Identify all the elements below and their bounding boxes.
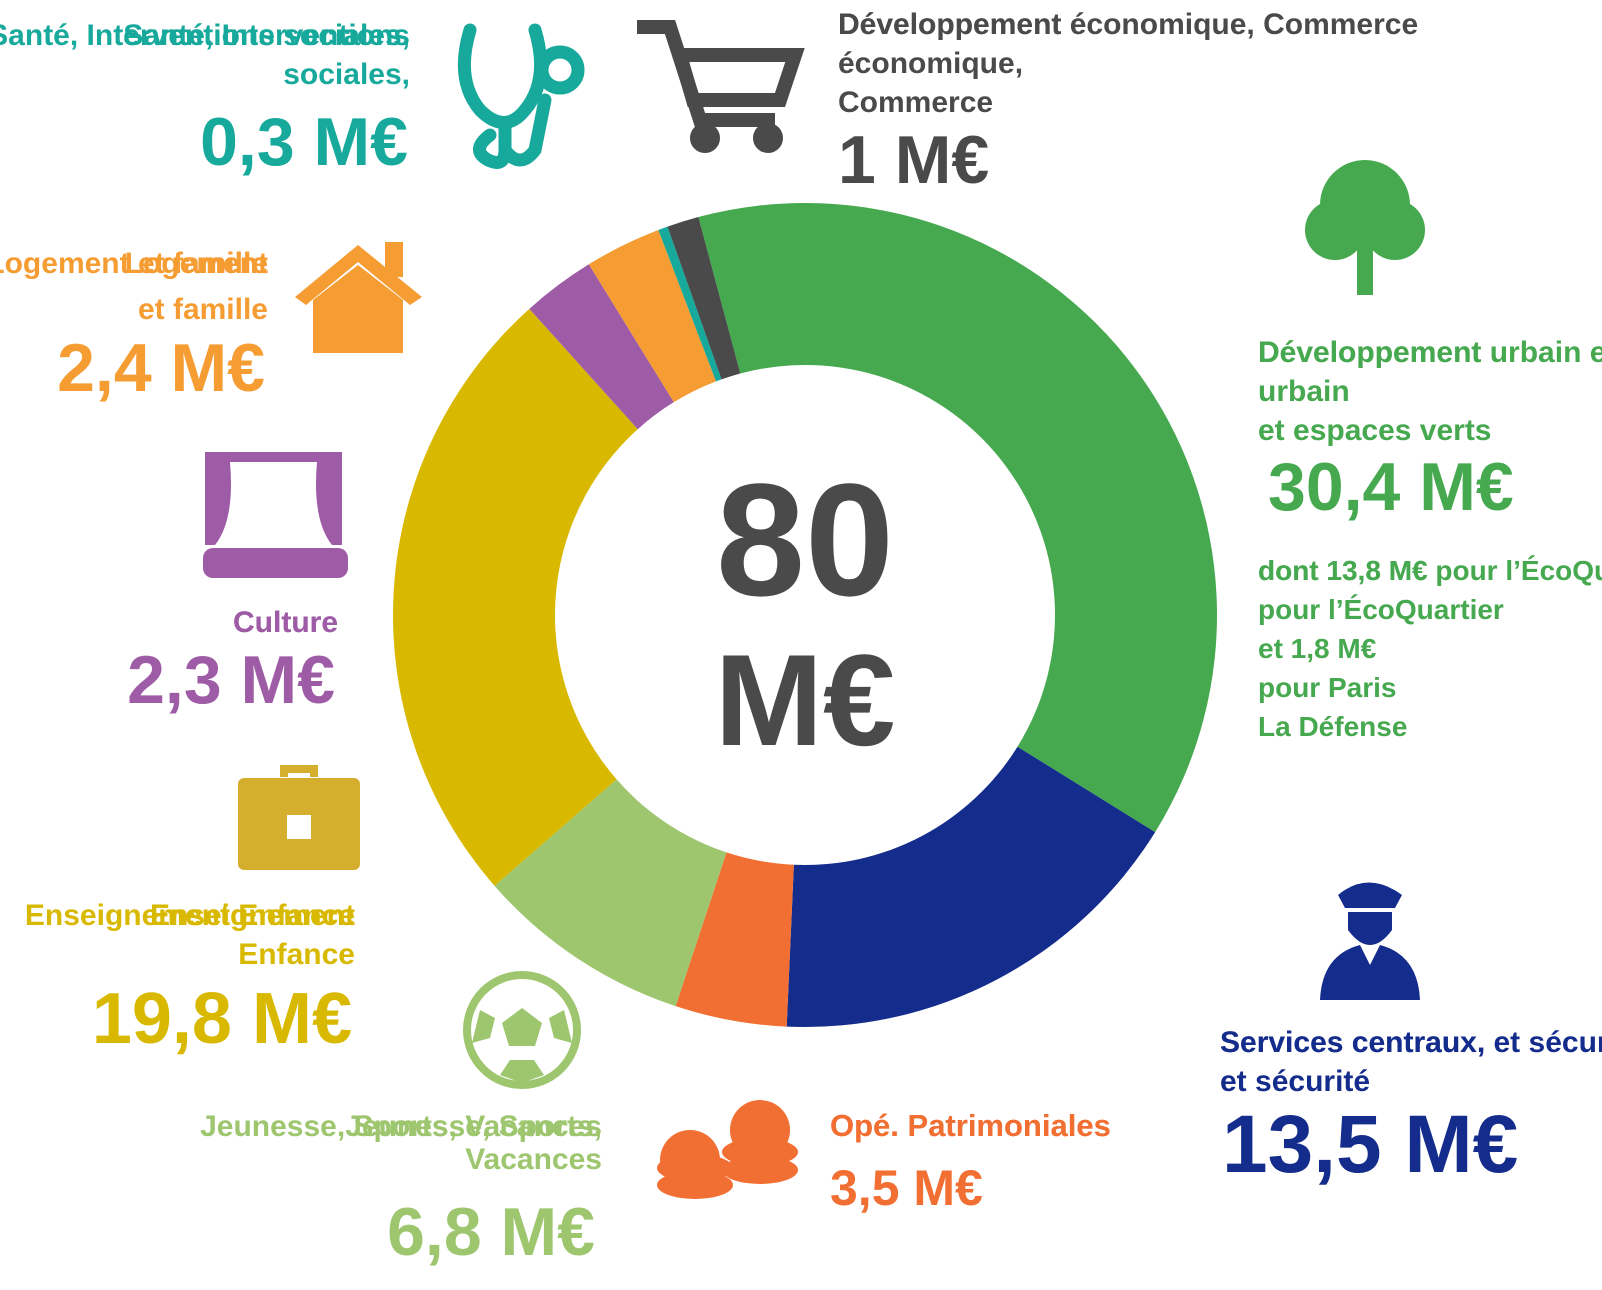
icon-house (295, 242, 422, 353)
slice (667, 217, 741, 380)
total-unit: M€ (715, 627, 896, 773)
slice (675, 852, 794, 1027)
icon-tree (1305, 160, 1425, 295)
icons (203, 20, 1425, 1199)
icon-theater (203, 452, 348, 578)
icon-ball (463, 971, 581, 1089)
value-label: 2,4 M€ (57, 330, 265, 406)
category-label: Enseignement EnfanceEnseignement Enfance (25, 899, 355, 971)
value-label: 3,5 M€ (830, 1160, 983, 1216)
icon-coins (657, 1100, 798, 1199)
total-value: 80 (716, 450, 894, 629)
value-label: 30,4 M€ (1268, 449, 1514, 525)
annotation: dont 13,8 M€ pour l’ÉcoQuartier et 1,8 M… (1258, 555, 1602, 742)
slice (588, 229, 717, 403)
category-label: Jeunesse, Sports, VacancesJeunesse, Spor… (200, 1110, 602, 1176)
slice (658, 226, 722, 382)
icon-police (1320, 882, 1420, 1000)
value-label: 1 M€ (838, 122, 989, 198)
slice (698, 203, 1217, 833)
category-label: Santé, Interventions sociales,Santé, Int… (0, 19, 410, 91)
category-label: Opé. PatrimonialesOpé. Patrimoniales (830, 1108, 1111, 1143)
value-label: 13,5 M€ (1222, 1099, 1518, 1190)
value-label: 6,8 M€ (387, 1194, 595, 1270)
category-label: Développement urbain et espaces vertsDév… (1258, 336, 1602, 447)
icon-briefcase (238, 765, 360, 870)
donut (393, 203, 1217, 1027)
slice (529, 264, 674, 430)
value-label: 0,3 M€ (200, 104, 408, 180)
slice (393, 308, 638, 886)
icon-stethoscope (457, 23, 585, 169)
category-label: Logement et familleLogement et famille (0, 247, 268, 326)
value-label: 2,3 M€ (127, 642, 335, 718)
slice (494, 779, 727, 1007)
slice (786, 746, 1156, 1027)
icon-cart (637, 20, 805, 153)
category-label: Services centraux, et sécuritéServices c… (1220, 1026, 1602, 1098)
category-label: CultureCulture (233, 606, 338, 639)
value-label: 19,8 M€ (92, 979, 352, 1059)
category-label: Développement économique, CommerceDévelo… (838, 8, 1418, 119)
